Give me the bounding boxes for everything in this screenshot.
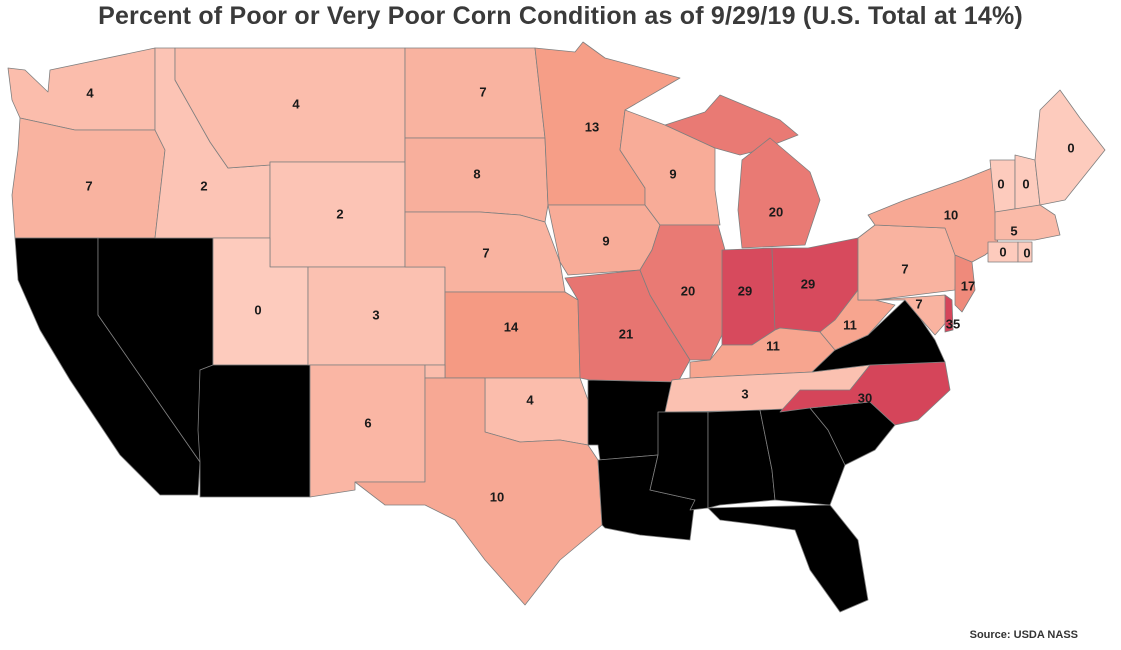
value-label-washington: 4: [86, 85, 94, 100]
value-label-montana: 4: [292, 96, 300, 111]
value-label-kansas: 14: [504, 319, 519, 334]
value-label-colorado: 3: [372, 307, 379, 322]
state-nebraska: [404, 211, 566, 293]
value-label-rhode-island: 0: [1023, 245, 1030, 260]
value-label-iowa: 9: [602, 233, 609, 248]
source-note: Source: USDA NASS: [969, 629, 1078, 641]
value-label-indiana: 29: [738, 283, 752, 298]
map-title: Percent of Poor or Very Poor Corn Condit…: [98, 2, 1023, 30]
value-label-massachusetts: 5: [1010, 223, 1017, 238]
state-delaware: [944, 294, 954, 333]
state-arizona: [197, 364, 311, 498]
value-label-south-dakota: 8: [473, 166, 480, 181]
state-massachusetts: [994, 204, 1061, 241]
value-label-north-dakota: 7: [479, 84, 486, 99]
value-label-texas: 10: [490, 489, 504, 504]
value-label-new-york: 10: [944, 207, 958, 222]
state-illinois: [639, 224, 726, 361]
state-north-dakota: [404, 47, 546, 139]
value-label-nebraska: 7: [482, 245, 489, 260]
state-texas: [354, 377, 603, 606]
state-michigan-lower: [737, 137, 821, 249]
state-maine: [1034, 89, 1106, 206]
value-label-new-hampshire: 0: [1022, 176, 1029, 191]
value-label-wisconsin: 9: [669, 166, 676, 181]
value-label-idaho: 2: [200, 178, 207, 193]
value-label-utah: 0: [254, 302, 261, 317]
value-label-missouri: 21: [619, 326, 633, 341]
value-label-kentucky: 11: [766, 338, 780, 353]
value-label-tennessee: 3: [741, 386, 748, 401]
value-label-west-virginia: 11: [843, 317, 857, 332]
value-label-minnesota: 13: [585, 119, 599, 134]
value-label-new-jersey: 17: [961, 278, 975, 293]
value-label-wyoming: 2: [336, 206, 343, 221]
state-florida: [707, 504, 869, 613]
value-label-vermont: 0: [997, 176, 1004, 191]
state-rhode-island: [1017, 241, 1033, 263]
value-label-connecticut: 0: [999, 244, 1006, 259]
state-michigan-upper: [664, 94, 799, 156]
value-label-oregon: 7: [85, 178, 92, 193]
value-label-pennsylvania: 7: [901, 261, 908, 276]
value-label-ohio: 29: [801, 276, 815, 291]
state-washington: [7, 47, 156, 131]
value-label-new-mexico: 6: [364, 415, 371, 430]
value-label-illinois: 20: [681, 283, 695, 298]
value-label-michigan: 20: [769, 204, 783, 219]
value-label-delaware: 35: [946, 316, 960, 331]
value-label-maryland: 7: [915, 296, 922, 311]
value-label-maine: 0: [1067, 140, 1074, 155]
value-label-north-carolina: 30: [858, 390, 872, 405]
state-kansas: [444, 291, 581, 379]
value-label-oklahoma: 4: [526, 392, 534, 407]
state-new-mexico: [309, 364, 426, 498]
